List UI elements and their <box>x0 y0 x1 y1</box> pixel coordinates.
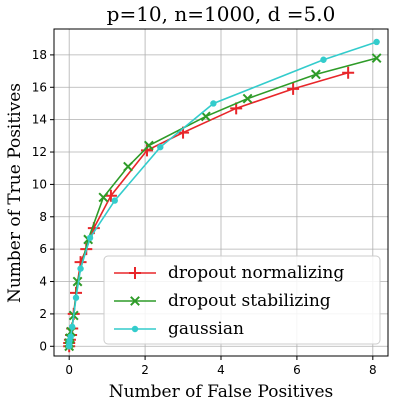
data-point-dropout-normalizing <box>342 66 355 79</box>
data-point-gaussian <box>157 143 164 151</box>
legend: dropout normalizing dropout stabilizing ga… <box>103 255 381 345</box>
data-point-dropout-normalizing <box>104 189 117 202</box>
data-point-dropout-stabilizing <box>143 140 154 151</box>
data-point-dropout-stabilizing <box>123 161 133 172</box>
x-tick-label: 2 <box>141 363 149 377</box>
y-tick-label: 12 <box>32 145 47 159</box>
data-point-dropout-stabilizing <box>72 276 83 287</box>
legend-entry-dropout-stabilizing: dropout stabilizing <box>114 291 331 311</box>
data-point-dropout-stabilizing <box>371 53 382 64</box>
grid <box>54 29 388 356</box>
data-point-gaussian <box>210 100 217 107</box>
series-gaussian <box>65 38 380 350</box>
axis-ticks: 0 2 4 6 8 0 2 4 6 8 10 12 14 16 18 <box>32 48 377 377</box>
legend-label: gaussian <box>168 319 244 339</box>
data-point-dropout-stabilizing <box>200 111 211 122</box>
data-point-gaussian <box>86 234 94 242</box>
data-point-dropout-normalizing <box>287 82 300 95</box>
data-point-gaussian <box>72 294 80 301</box>
y-axis-label: Number of True Positives <box>5 83 25 303</box>
y-tick-label: 14 <box>32 113 47 127</box>
data-point-gaussian <box>69 323 76 331</box>
x-tick-label: 8 <box>369 363 377 377</box>
legend-entry-gaussian: gaussian <box>114 319 244 339</box>
y-tick-label: 18 <box>32 48 47 62</box>
legend-marker <box>129 267 141 279</box>
y-tick-label: 4 <box>39 275 47 289</box>
x-tick-label: 0 <box>65 363 73 377</box>
data-point-gaussian <box>77 265 84 272</box>
series-layer <box>63 38 382 353</box>
data-point-dropout-stabilizing <box>242 93 253 104</box>
legend-marker <box>131 325 139 333</box>
legend-label: dropout stabilizing <box>168 291 331 311</box>
legend-box <box>103 255 381 345</box>
data-point-gaussian <box>111 197 118 204</box>
y-tick-label: 0 <box>39 339 47 353</box>
x-tick-label: 6 <box>293 363 301 377</box>
y-tick-label: 6 <box>39 242 47 256</box>
data-point-dropout-stabilizing <box>98 192 109 203</box>
y-tick-label: 10 <box>32 177 47 191</box>
chart-title: p=10, n=1000, d =5.0 <box>107 2 336 26</box>
legend-entry-dropout-normalizing: dropout normalizing <box>114 263 344 283</box>
y-tick-label: 16 <box>32 80 47 94</box>
data-point-gaussian <box>67 333 74 340</box>
legend-label: dropout normalizing <box>168 263 344 283</box>
data-point-gaussian <box>373 38 380 46</box>
y-tick-label: 2 <box>39 307 47 321</box>
y-tick-label: 8 <box>39 210 47 224</box>
x-tick-label: 4 <box>217 363 225 377</box>
legend-marker <box>130 296 140 306</box>
x-axis-label: Number of False Positives <box>109 382 334 400</box>
data-point-gaussian <box>320 56 327 63</box>
data-point-dropout-stabilizing <box>310 69 321 80</box>
